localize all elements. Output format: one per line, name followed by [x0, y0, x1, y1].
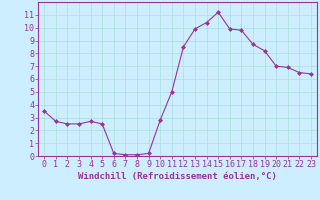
X-axis label: Windchill (Refroidissement éolien,°C): Windchill (Refroidissement éolien,°C) — [78, 172, 277, 181]
